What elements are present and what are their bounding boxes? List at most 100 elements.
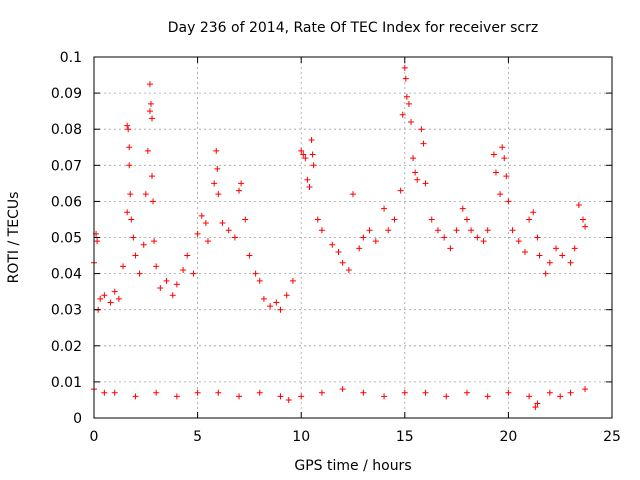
data-point	[149, 173, 156, 180]
data-point	[124, 122, 131, 129]
data-point	[310, 162, 317, 169]
data-point	[356, 245, 363, 252]
data-point	[146, 81, 153, 88]
data-point	[283, 292, 290, 299]
data-point	[211, 180, 218, 187]
x-tick-label: 0	[90, 429, 99, 445]
data-point	[360, 234, 367, 241]
data-point	[128, 216, 135, 223]
data-point	[153, 389, 160, 396]
data-point	[298, 393, 305, 400]
data-point	[151, 238, 158, 245]
data-point	[526, 393, 533, 400]
data-point	[214, 165, 221, 172]
data-point	[298, 147, 305, 154]
data-point	[236, 187, 243, 194]
data-point	[242, 216, 249, 223]
data-point	[468, 227, 475, 234]
data-point	[136, 270, 143, 277]
data-point	[401, 64, 408, 71]
data-point	[422, 389, 429, 396]
data-point	[236, 393, 243, 400]
data-point	[198, 212, 205, 219]
data-point	[459, 205, 466, 212]
data-point	[434, 227, 441, 234]
data-point	[144, 147, 151, 154]
y-tick-label: 0.08	[51, 122, 82, 138]
data-point	[480, 238, 487, 245]
data-point	[412, 169, 419, 176]
data-point	[252, 270, 259, 277]
data-point	[126, 144, 133, 151]
x-tick-label: 25	[603, 429, 621, 445]
data-point	[492, 169, 499, 176]
data-point	[273, 299, 280, 306]
data-point	[408, 118, 415, 125]
data-point	[256, 389, 263, 396]
data-point	[173, 393, 180, 400]
data-point	[405, 100, 412, 107]
data-point	[111, 389, 118, 396]
data-point	[553, 245, 560, 252]
data-point	[484, 393, 491, 400]
data-point	[385, 227, 392, 234]
data-point	[447, 245, 454, 252]
data-point	[403, 93, 410, 100]
data-point	[339, 259, 346, 266]
y-tick-label: 0.1	[60, 50, 82, 66]
data-point	[443, 393, 450, 400]
y-tick-label: 0.05	[51, 231, 82, 247]
data-point	[546, 259, 553, 266]
data-point	[260, 295, 267, 302]
x-tick-label: 10	[292, 429, 310, 445]
y-tick-label: 0.02	[51, 339, 82, 355]
data-point	[149, 115, 156, 122]
data-point	[441, 234, 448, 241]
data-point	[546, 389, 553, 396]
data-point	[314, 216, 321, 223]
data-point	[534, 234, 541, 241]
data-point	[422, 180, 429, 187]
data-point	[204, 238, 211, 245]
data-point	[142, 191, 149, 198]
data-point	[180, 266, 187, 273]
data-point	[107, 299, 114, 306]
data-point	[194, 389, 201, 396]
data-point	[474, 234, 481, 241]
data-point	[184, 252, 191, 259]
data-point	[329, 241, 336, 248]
data-point	[246, 252, 253, 259]
data-point	[345, 266, 352, 273]
data-point	[499, 144, 506, 151]
data-point	[542, 270, 549, 277]
data-point	[463, 216, 470, 223]
data-point	[505, 198, 512, 205]
data-point	[125, 126, 132, 133]
y-tick-labels: 0 0.01 0.02 0.03 0.04 0.05 0.06 0.07 0.08 0.09 0.1	[51, 50, 82, 427]
data-point	[130, 234, 137, 241]
data-point	[401, 389, 408, 396]
data-point	[124, 209, 131, 216]
data-point	[567, 259, 574, 266]
data-point	[418, 126, 425, 133]
data-point	[360, 389, 367, 396]
data-point	[115, 295, 122, 302]
data-point	[530, 209, 537, 216]
data-point	[194, 230, 201, 237]
data-point	[339, 386, 346, 393]
data-point	[219, 220, 226, 227]
data-point	[463, 389, 470, 396]
data-point	[372, 238, 379, 245]
data-point	[126, 162, 133, 169]
data-point	[306, 183, 313, 190]
data-point	[94, 238, 101, 245]
chart-title: Day 236 of 2014, Rate Of TEC Index for r…	[168, 20, 538, 36]
data-point	[285, 396, 292, 403]
data-point	[582, 223, 589, 230]
data-point	[150, 198, 157, 205]
data-point	[335, 248, 342, 255]
data-point	[526, 216, 533, 223]
data-point	[318, 227, 325, 234]
data-point	[579, 216, 586, 223]
